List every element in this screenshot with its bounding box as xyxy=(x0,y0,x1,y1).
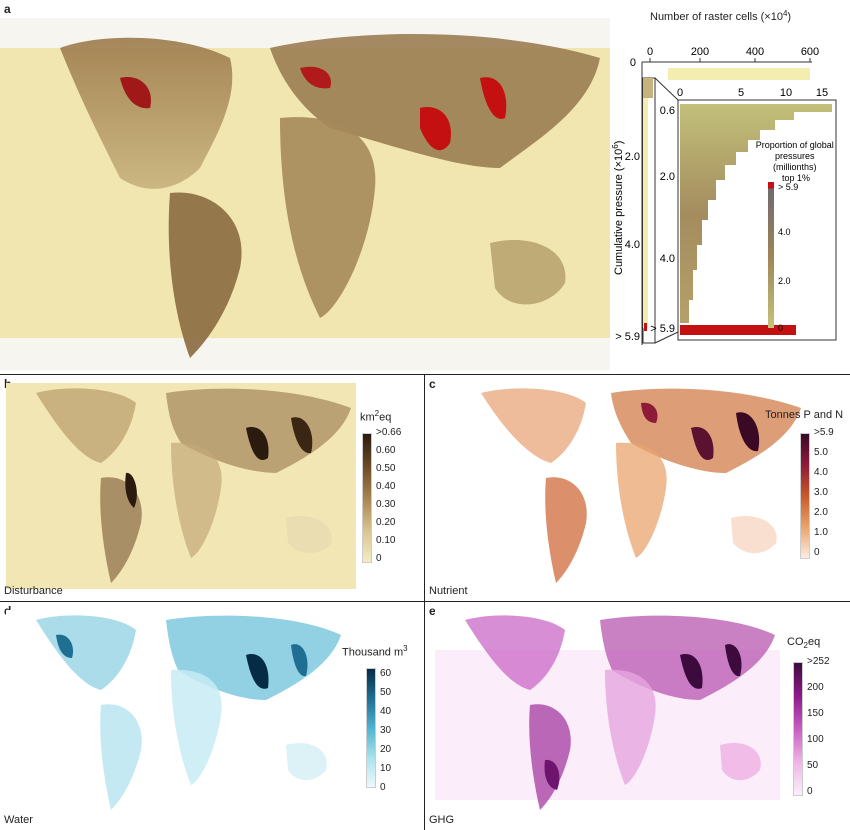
legend-title: Proportion of global pressures (milliont… xyxy=(756,140,837,183)
continent-eurasia xyxy=(270,34,600,168)
panel-e: e CO2eq >252 200 150 100 50 0 GHG xyxy=(425,602,850,830)
map-disturbance xyxy=(6,383,356,589)
colorbar-disturbance xyxy=(362,433,372,563)
panel-a: a Number of raster cells (×104) xyxy=(0,0,850,372)
colorbar-nutrient xyxy=(800,433,810,559)
separator-horizontal-1 xyxy=(0,374,850,375)
colorbar-ticks-nutrient: >5.9 5.0 4.0 3.0 2.0 1.0 0 xyxy=(814,427,834,558)
hotspot-us xyxy=(120,77,151,109)
panel-c-label: c xyxy=(429,377,436,391)
top-axis-ticks: 0 200 400 600 xyxy=(647,46,819,62)
continent-africa xyxy=(280,117,376,319)
world-map-total-pressure xyxy=(0,18,610,370)
colorbar-title-ghg: CO2eq xyxy=(787,636,821,651)
top-axis-title: Number of raster cells (×104) xyxy=(650,9,791,23)
map-nutrient xyxy=(471,383,811,589)
top-tick: 600 xyxy=(801,46,819,58)
panel-a-label: a xyxy=(4,2,11,16)
top-row-bar xyxy=(668,68,810,80)
colorbar-ghg xyxy=(793,662,803,796)
hotspot-europe xyxy=(300,66,331,89)
left-tick: 0 xyxy=(630,57,636,69)
colorbar-ticks-ghg: >252 200 150 100 50 0 xyxy=(807,656,830,797)
inset-left-tick: 0.6 xyxy=(660,105,675,117)
inset-top1-bar xyxy=(680,325,796,335)
inset-left-tick: 2.0 xyxy=(660,171,675,183)
colorbar-ticks-disturbance: >0.66 0.60 0.50 0.40 0.30 0.20 0.10 0 xyxy=(376,427,402,564)
hotspot-china xyxy=(480,77,507,119)
continent-north-america xyxy=(60,37,233,189)
hotspot-india xyxy=(420,107,451,151)
inset-top-tick: 10 xyxy=(780,87,792,99)
colorbar-water xyxy=(366,668,376,788)
panel-b-name: Disturbance xyxy=(4,585,63,597)
inset-top-tick: 5 xyxy=(738,87,744,99)
colorbar-ticks-water: 60 50 40 30 20 10 0 xyxy=(380,668,392,793)
panel-e-label: e xyxy=(429,604,436,618)
panel-c: c Tonnes P and N >5.9 5.0 4.0 3.0 2.0 1.… xyxy=(425,375,850,601)
map-water xyxy=(6,610,346,818)
continent-south-america xyxy=(168,192,242,358)
inset-top-tick: 15 xyxy=(816,87,828,99)
inset-top-tick: 0 xyxy=(677,87,683,99)
map-ghg xyxy=(435,610,780,818)
inset-left-tick: 4.0 xyxy=(660,253,675,265)
inset-chart: 0 5 10 15 0.6 2.0 4.0 > 5.9 Proportion o… xyxy=(650,87,837,341)
legend-colorbar xyxy=(768,182,774,328)
panel-c-name: Nutrient xyxy=(429,585,468,597)
panel-e-name: GHG xyxy=(429,814,455,826)
top-tick: 400 xyxy=(746,46,764,58)
legend-tick: 0 xyxy=(778,323,783,333)
colorbar-title-nutrient: Tonnes P and N xyxy=(765,409,844,421)
colorbar-title-water: Thousand m3 xyxy=(342,644,408,659)
panel-d: d Thousand m3 60 50 40 30 20 10 0 Water xyxy=(0,602,424,830)
inset-left-tick: > 5.9 xyxy=(650,323,675,335)
panel-d-name: Water xyxy=(4,814,33,826)
left-axis-title: Cumulative pressure (×106) xyxy=(611,141,625,275)
colorbar-title-disturbance: km2eq xyxy=(360,409,392,424)
continent-australia xyxy=(490,239,566,305)
panel-b: b km2eq >0.66 0.60 0.50 0.40 0.30 0.20 0… xyxy=(0,375,424,601)
legend-tick: > 5.9 xyxy=(778,182,798,192)
legend-tick: 2.0 xyxy=(778,276,791,286)
left-tick: 4.0 xyxy=(625,239,640,251)
left-tick: 2.0 xyxy=(625,151,640,163)
top-tick: 200 xyxy=(691,46,709,58)
top-tick: 0 xyxy=(647,46,653,58)
narrow-strip-top1 xyxy=(644,323,647,331)
separator-vertical xyxy=(424,374,425,830)
inset-staircase xyxy=(680,104,832,323)
separator-horizontal-2 xyxy=(0,601,850,602)
legend-tick: 4.0 xyxy=(778,227,791,237)
cumulative-pressure-chart: Number of raster cells (×104) 0 200 400 … xyxy=(611,9,837,345)
left-tick: > 5.9 xyxy=(615,331,640,343)
